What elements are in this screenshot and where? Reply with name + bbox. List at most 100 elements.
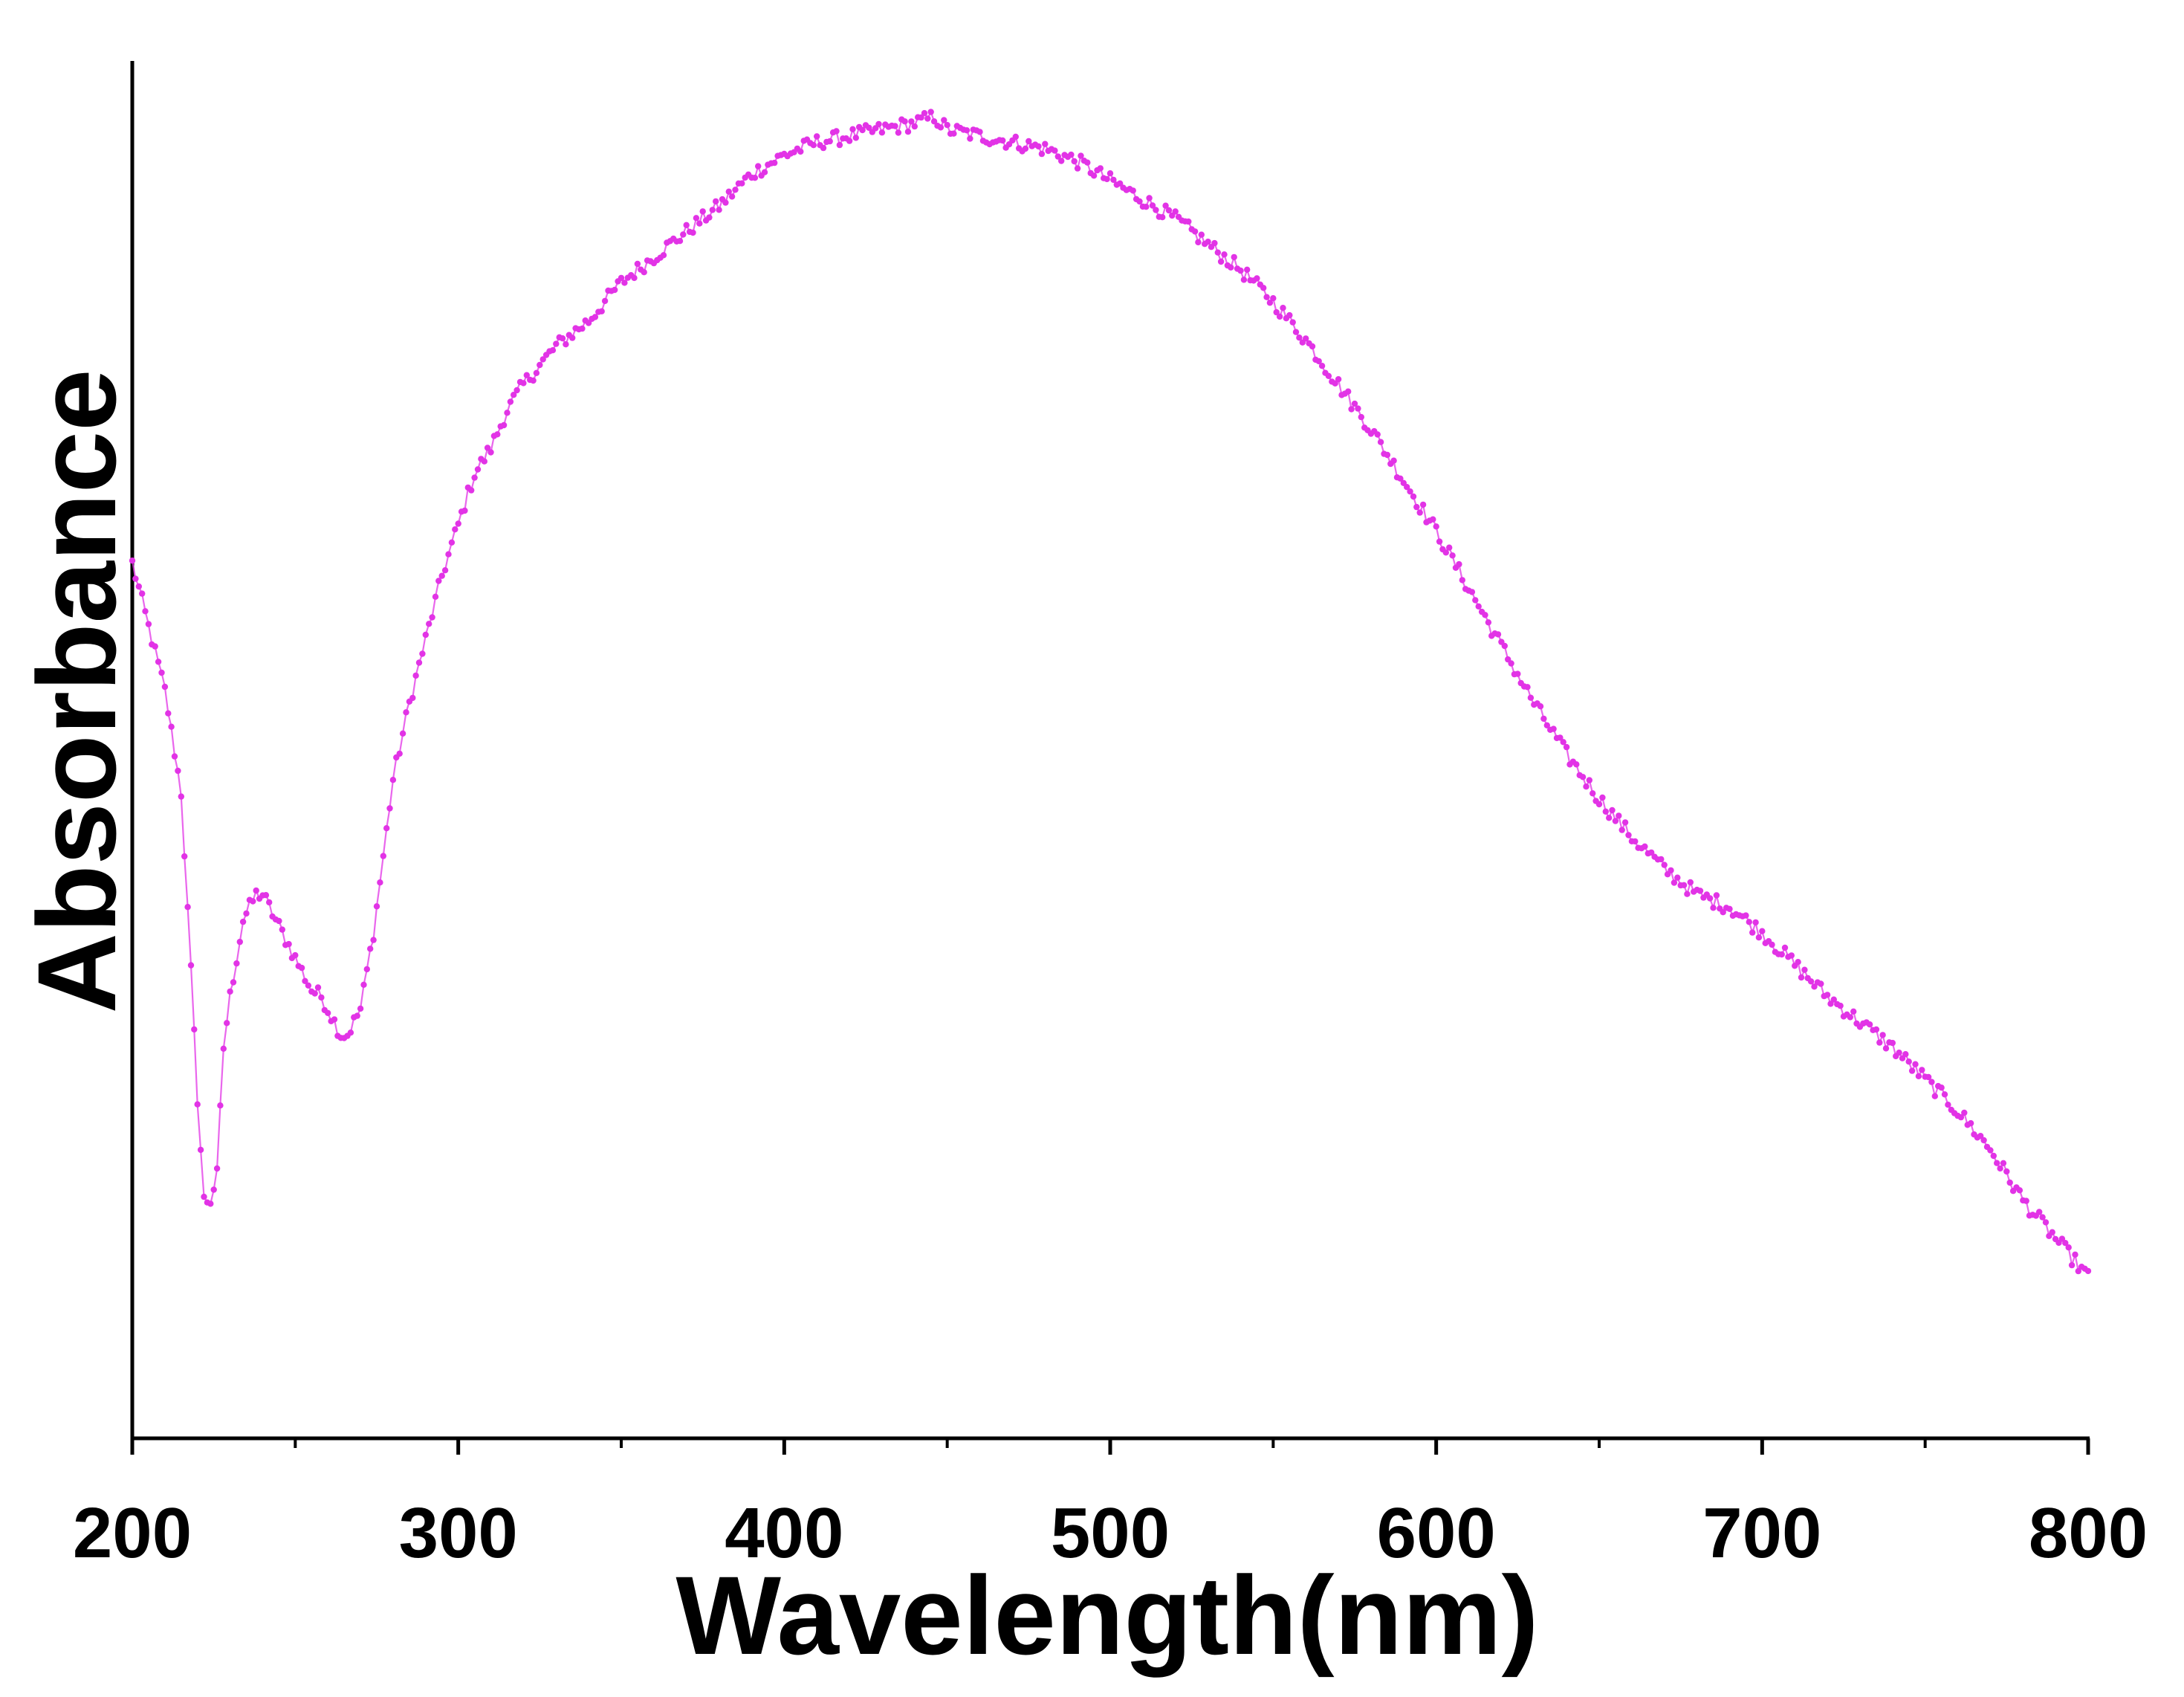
data-point — [419, 650, 426, 657]
data-point — [165, 710, 172, 717]
data-point — [833, 128, 840, 135]
data-point — [435, 578, 442, 584]
data-point — [520, 380, 527, 387]
data-point — [197, 1146, 204, 1154]
data-point — [253, 887, 259, 894]
x-tick-label: 200 — [73, 1493, 192, 1573]
data-point — [530, 377, 537, 384]
data-point — [1928, 1079, 1935, 1085]
data-point — [1967, 1119, 1974, 1127]
data-point — [2042, 1219, 2049, 1226]
data-point — [1035, 143, 1042, 150]
data-point — [184, 904, 191, 911]
data-point — [1270, 295, 1277, 302]
data-point — [771, 159, 778, 167]
data-point — [1221, 251, 1228, 258]
data-point — [1459, 577, 1466, 584]
data-point — [1446, 544, 1453, 551]
data-point — [690, 229, 696, 236]
data-point — [210, 1186, 217, 1193]
data-point — [1661, 862, 1668, 868]
data-point — [618, 274, 625, 282]
data-point — [924, 115, 931, 122]
data-point — [1153, 207, 1159, 213]
data-point — [699, 208, 706, 215]
data-point — [370, 937, 377, 943]
data-point — [455, 520, 461, 527]
data-point — [1827, 1001, 1834, 1007]
data-point — [533, 369, 540, 376]
data-point — [1309, 343, 1316, 350]
data-point — [1185, 218, 1192, 225]
data-point — [373, 903, 380, 910]
data-point — [1543, 722, 1550, 728]
data-point — [1550, 725, 1557, 732]
data-point — [129, 557, 136, 564]
data-point — [810, 142, 817, 149]
data-point — [1625, 832, 1632, 838]
data-point — [1165, 207, 1173, 214]
data-point — [145, 621, 152, 627]
data-point — [1609, 807, 1616, 814]
data-point — [849, 126, 856, 132]
data-point — [1710, 905, 1717, 911]
data-point — [1720, 909, 1726, 916]
data-point — [1485, 619, 1492, 626]
data-point — [1384, 451, 1391, 459]
data-point — [1407, 488, 1413, 495]
data-point — [1146, 195, 1153, 201]
data-point — [878, 129, 886, 136]
data-point — [1801, 966, 1808, 973]
data-point — [1847, 1014, 1853, 1021]
data-point — [152, 643, 158, 650]
data-point — [826, 138, 833, 145]
data-point — [1231, 253, 1237, 261]
data-point — [504, 410, 511, 416]
data-point — [523, 372, 530, 378]
data-point — [1289, 319, 1296, 326]
data-point — [354, 1012, 360, 1019]
data-point — [441, 567, 449, 574]
data-point — [1902, 1051, 1909, 1058]
data-point — [2084, 1267, 2092, 1275]
data-point — [1244, 266, 1251, 273]
data-point — [1997, 1165, 2003, 1172]
data-point — [266, 899, 273, 906]
data-point — [1090, 172, 1098, 179]
data-point — [1866, 1021, 1873, 1028]
data-point — [2072, 1251, 2078, 1258]
data-point — [696, 220, 703, 227]
data-point — [187, 962, 195, 969]
data-point — [233, 960, 240, 967]
data-point — [1351, 400, 1358, 407]
data-point — [918, 114, 924, 121]
data-point — [559, 335, 566, 342]
data-point — [500, 421, 508, 429]
data-point — [709, 207, 716, 213]
data-point — [422, 631, 429, 639]
data-point — [155, 659, 162, 665]
data-point — [1078, 152, 1084, 159]
data-point — [1038, 150, 1046, 158]
data-point — [2016, 1187, 2023, 1194]
data-point — [331, 1016, 338, 1023]
data-point — [1876, 1039, 1883, 1046]
data-point — [1830, 996, 1837, 1003]
data-point — [236, 938, 243, 946]
data-point — [1172, 208, 1179, 215]
data-point — [311, 990, 318, 997]
data-point — [999, 137, 1006, 144]
data-point — [217, 1102, 224, 1109]
data-point — [1456, 560, 1462, 568]
data-point — [1217, 258, 1225, 265]
data-point — [471, 474, 478, 481]
data-point — [1442, 549, 1450, 556]
data-point — [2003, 1168, 2010, 1175]
data-point — [908, 118, 915, 125]
data-point — [243, 910, 250, 917]
data-point — [262, 892, 270, 899]
data-point — [1325, 372, 1332, 379]
data-point — [1769, 941, 1775, 948]
data-point — [601, 297, 609, 305]
data-point — [1563, 743, 1570, 751]
